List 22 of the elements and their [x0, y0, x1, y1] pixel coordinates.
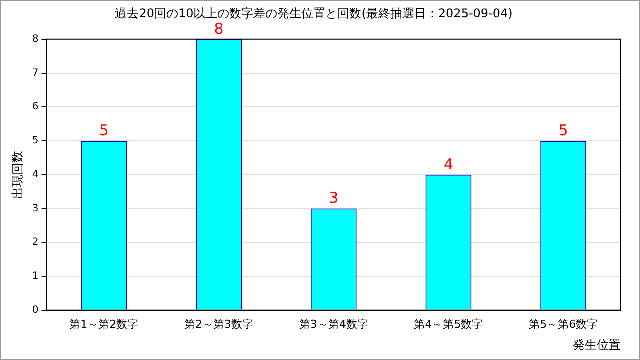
x-tick-label: 第2～第3数字 [184, 318, 254, 331]
y-axis-title: 出現回数 [10, 150, 24, 199]
x-tick-label: 第1～第2数字 [70, 318, 139, 331]
y-tick-label: 5 [32, 136, 39, 147]
data-label: 4 [444, 155, 454, 174]
y-tick-label: 8 [32, 34, 39, 45]
y-tick-label: 4 [32, 169, 39, 180]
data-label: 5 [558, 121, 568, 140]
x-tick-label: 第3～第4数字 [299, 318, 368, 331]
y-tick-label: 0 [32, 304, 39, 316]
x-tick-label: 第4～第5数字 [414, 318, 484, 331]
chart-title: 過去20回の10以上の数字差の発生位置と回数(最終抽選日：2025-09-04) [115, 6, 513, 20]
y-tick-label: 2 [32, 237, 39, 248]
data-label: 8 [214, 20, 224, 38]
x-axis-title: 発生位置 [573, 338, 621, 352]
x-tick-label: 第5～第6数字 [529, 318, 598, 331]
y-tick-label: 7 [32, 68, 39, 79]
y-tick-label: 6 [32, 102, 39, 113]
y-tick-label: 1 [32, 271, 39, 282]
y-tick-label: 3 [32, 203, 39, 214]
data-label: 3 [329, 189, 339, 208]
data-label: 5 [99, 121, 109, 140]
